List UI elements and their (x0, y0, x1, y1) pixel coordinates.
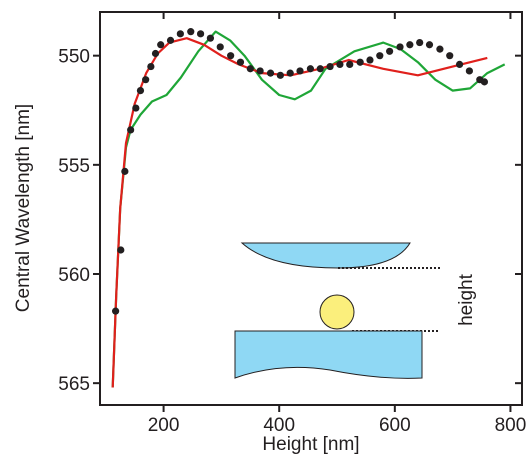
data-point (142, 76, 150, 84)
data-point (416, 38, 424, 47)
y-tick-label: 555 (58, 156, 90, 177)
x-tick-label: 400 (263, 415, 295, 436)
data-point (346, 60, 354, 68)
data-point (425, 41, 434, 49)
data-point (216, 43, 224, 51)
data-point (436, 45, 444, 53)
data-point (187, 28, 195, 36)
y-tick-label: 565 (58, 374, 90, 395)
data-point (157, 41, 165, 49)
data-point (316, 65, 324, 73)
data-point (286, 69, 294, 77)
data-point (196, 30, 205, 38)
data-point (386, 47, 394, 55)
data-point (376, 52, 384, 60)
data-point (266, 69, 275, 77)
data-point (465, 67, 473, 75)
data-point (127, 126, 135, 134)
data-point (276, 71, 284, 79)
y-axis-label: Central Wavelength [nm] (13, 104, 34, 312)
data-point (176, 30, 184, 38)
data-point (480, 78, 489, 86)
data-point (256, 67, 264, 75)
data-point (296, 67, 304, 75)
data-point (366, 56, 374, 64)
inset-diagram (234, 242, 440, 379)
data-line (111, 30, 506, 388)
plot-frame (99, 11, 523, 406)
data-point (206, 34, 215, 42)
data-point (112, 307, 120, 315)
data-point (396, 43, 404, 51)
data-line (111, 37, 488, 388)
data-point (236, 58, 245, 66)
data-point (166, 36, 175, 44)
data-point (227, 52, 235, 60)
annotation: height (456, 273, 477, 325)
y-tick-label: 560 (58, 265, 90, 286)
data-point (356, 58, 364, 66)
data-point (121, 167, 129, 175)
lens (240, 242, 411, 269)
data-point (326, 62, 334, 71)
data-point (306, 65, 315, 73)
data-point (147, 62, 155, 71)
data-point (151, 49, 160, 58)
particle (319, 294, 355, 330)
data-point (117, 246, 125, 254)
data-point (336, 60, 344, 68)
data-point (132, 104, 140, 112)
data-point (446, 52, 454, 60)
x-axis-label: Height [nm] (262, 434, 359, 455)
data-point (136, 87, 145, 95)
x-tick-label: 800 (495, 415, 527, 436)
data-point (246, 65, 254, 73)
data-point (406, 41, 414, 49)
data-point (455, 60, 464, 68)
y-tick-label: 550 (58, 47, 90, 68)
x-tick-label: 600 (379, 415, 411, 436)
x-tick-label: 200 (148, 415, 180, 436)
substrate (234, 330, 423, 379)
